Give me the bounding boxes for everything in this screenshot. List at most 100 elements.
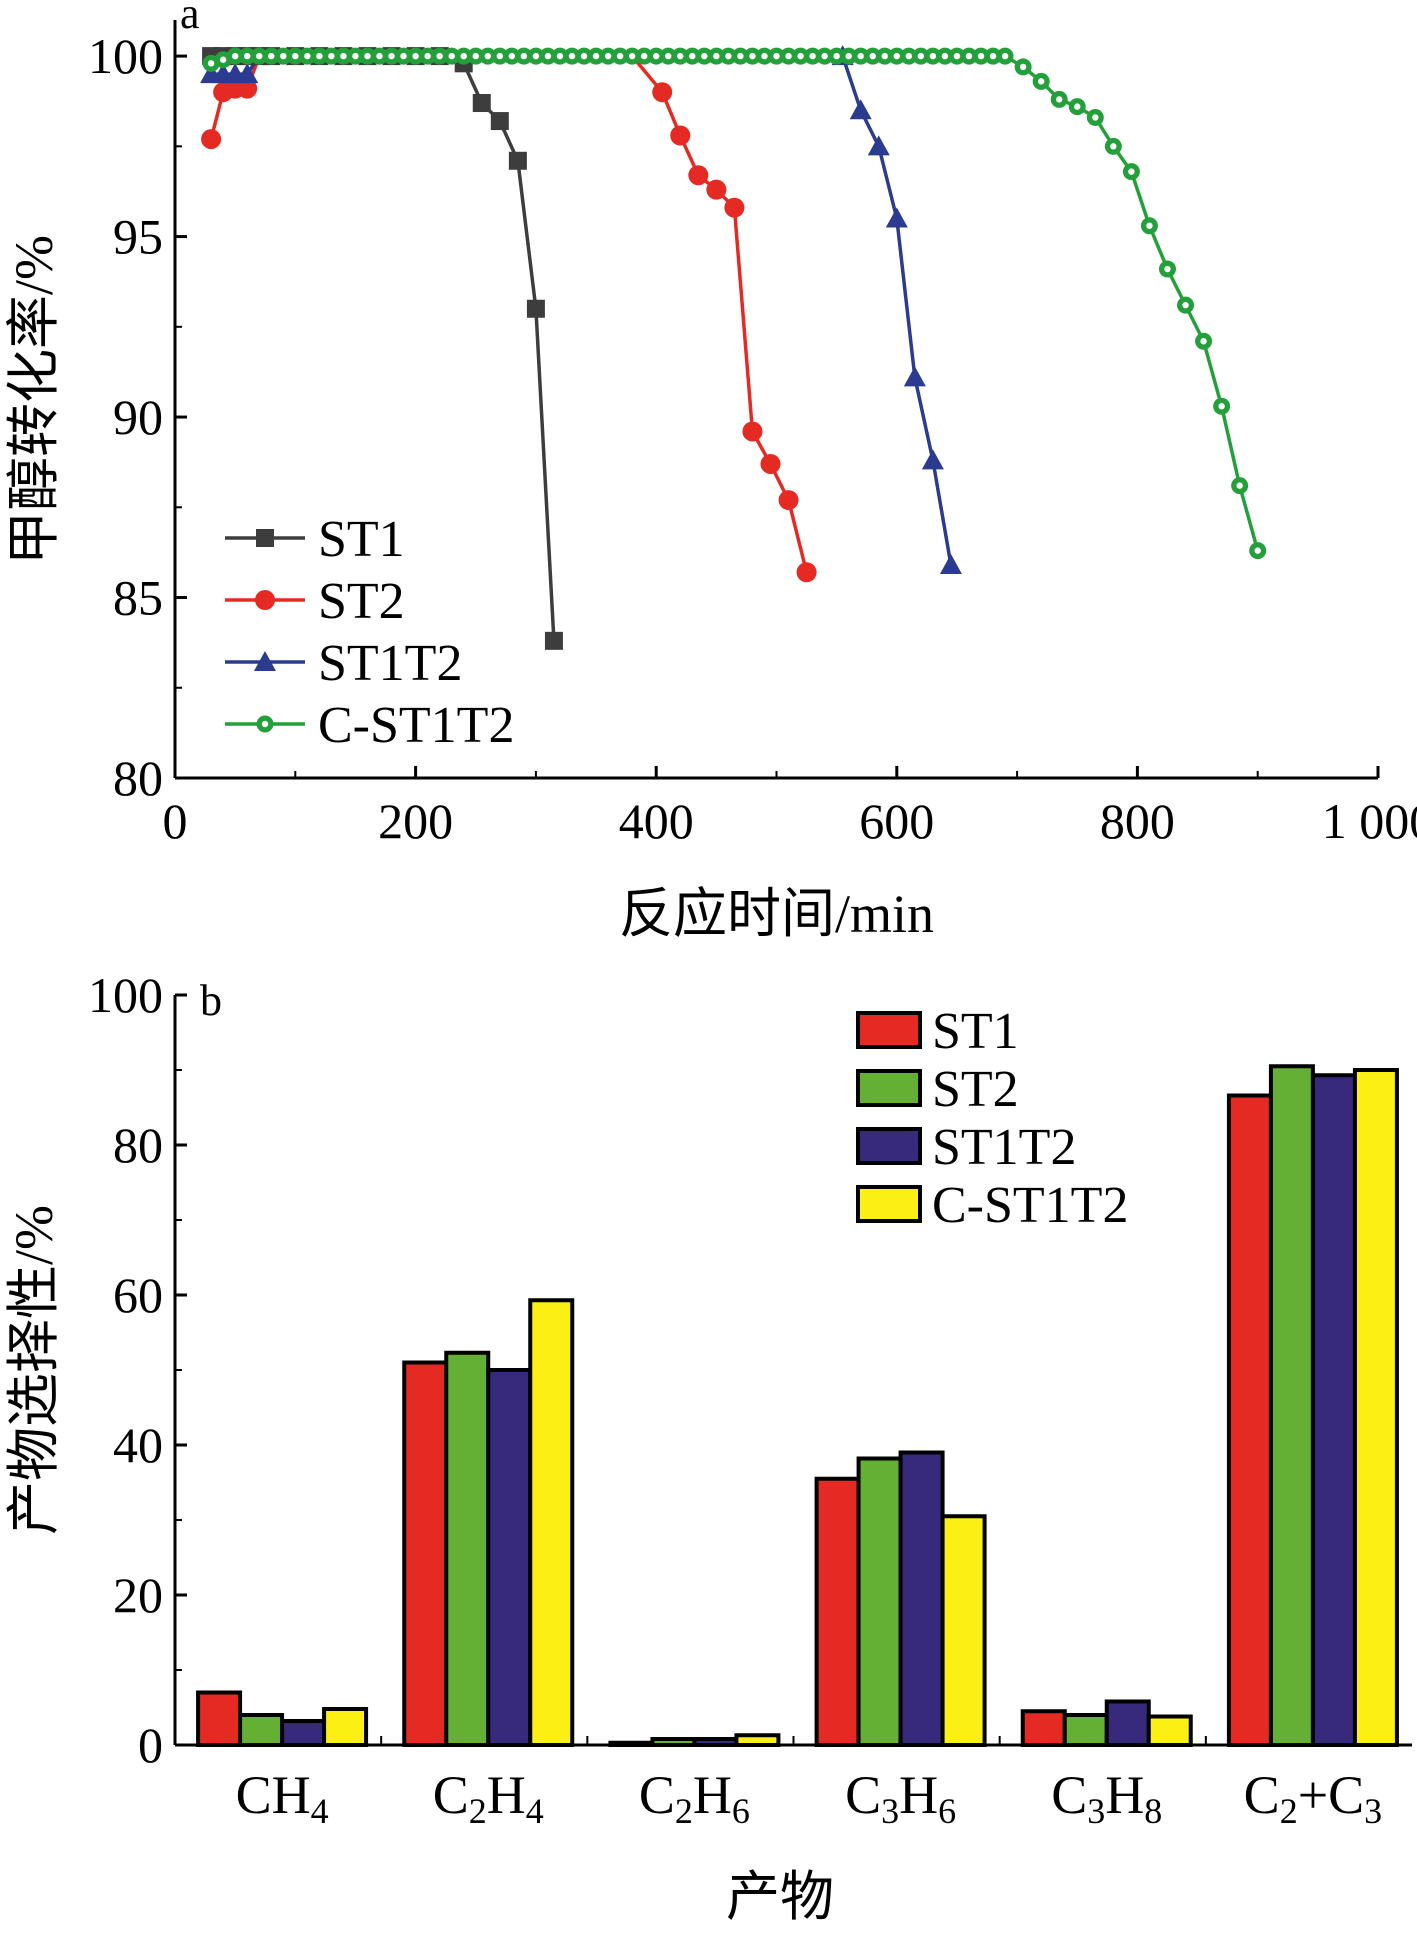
a-point-c-st1t2-inner [1146, 222, 1153, 229]
a-point-c-st1t2 [587, 47, 605, 65]
a-point-c-st1t2 [346, 47, 364, 65]
b-bar [814, 1476, 861, 1747]
a-point-c-st1t2 [984, 47, 1002, 65]
a-point-st1t2 [885, 207, 908, 228]
a-point-c-st1t2-inner [689, 52, 696, 60]
b-legend-entry-st1: ST1 [856, 1003, 1019, 1060]
a-point-c-st1t2-inner [604, 52, 612, 60]
a-point-c-st1t2-inner [1110, 143, 1117, 150]
a-point-c-st1t2 [419, 47, 437, 65]
a-point-st2 [724, 197, 745, 218]
b-x-tick-label-part: 4 [311, 1791, 329, 1831]
a-point-c-st1t2-inner [725, 52, 732, 60]
b-bar [650, 1737, 697, 1747]
a-point-c-st1t2-inner [857, 52, 864, 60]
a-point-st2 [688, 165, 709, 186]
a-point-c-st1t2-inner [1037, 78, 1045, 85]
a-point-c-st1t2 [828, 47, 846, 65]
a-point-c-st1t2-inner [616, 52, 624, 60]
b-bar [1062, 1713, 1109, 1747]
a-point-c-st1t2-inner [677, 52, 684, 60]
b-x-tick-label: C2H4 [433, 1765, 544, 1831]
a-point-c-st1t2 [912, 47, 930, 65]
a-point-c-st1t2-inner [761, 52, 768, 60]
a-point-c-st1t2-inner [231, 52, 239, 60]
a-point-st1 [490, 112, 509, 131]
a-point-c-st1t2 [623, 47, 641, 65]
b-x-tick-label-part: CH [236, 1765, 311, 1825]
a-point-c-st1t2-inner [965, 52, 973, 60]
a-point-c-st1t2-inner [1056, 96, 1063, 103]
b-x-tick-label-part: C [433, 1765, 469, 1825]
a-point-c-st1t2-inner [628, 52, 636, 60]
a-point-c-st1t2-inner [207, 60, 215, 67]
a-point-c-st1t2-inner [400, 52, 407, 60]
a-point-c-st1t2-inner [1182, 301, 1189, 309]
a-point-st1t2 [921, 449, 944, 470]
a-point-c-st1t2 [1104, 137, 1122, 155]
a-point-c-st1t2 [539, 47, 557, 65]
b-bar [692, 1737, 739, 1747]
b-bar [486, 1368, 533, 1747]
b-bar [402, 1360, 449, 1747]
a-point-c-st1t2 [1122, 163, 1140, 181]
a-point-st2 [778, 490, 799, 511]
a-point-st2 [706, 179, 727, 200]
a-point-c-st1t2 [876, 47, 894, 65]
a-point-c-st1t2 [262, 47, 280, 65]
a-point-c-st1t2 [407, 47, 425, 65]
panel-a-line-chart: a 0 200 400 600 800 1 000 80 85 90 95 100 反应时间/min 甲… [4, 0, 1417, 944]
b-bar [196, 1690, 243, 1747]
a-point-c-st1t2 [695, 47, 713, 65]
a-point-c-st1t2-inner [328, 52, 335, 60]
a-point-c-st1t2-inner [1218, 403, 1225, 410]
b-bar [1226, 1093, 1273, 1747]
a-point-c-st1t2-inner [941, 52, 949, 60]
a-point-c-st1t2-inner [243, 52, 251, 60]
b-x-tick-label-part: 3 [1364, 1791, 1382, 1831]
b-bar [898, 1450, 945, 1747]
a-point-c-st1t2 [455, 47, 473, 65]
a-x-tick-label: 400 [619, 793, 694, 849]
a-point-c-st1t2 [467, 47, 485, 65]
a-point-c-st1t2 [527, 47, 545, 65]
a-x-tick-label: 200 [378, 793, 453, 849]
a-point-c-st1t2-inner [316, 52, 323, 60]
b-group [1020, 1699, 1193, 1747]
a-point-c-st1t2-inner [713, 52, 720, 60]
b-legend-label-st2: ST2 [932, 1061, 1019, 1118]
b-y-tick-label: 20 [113, 1567, 163, 1623]
b-y-tick-label: 0 [138, 1717, 163, 1773]
a-point-c-st1t2-inner [977, 52, 985, 60]
b-bar [280, 1719, 327, 1747]
a-point-c-st1t2-inner [1019, 63, 1027, 71]
b-x-tick-label: CH4 [236, 1765, 329, 1831]
b-bar [940, 1514, 987, 1747]
b-y-tick-label: 100 [88, 967, 163, 1023]
b-x-tick-label-part: H [1105, 1765, 1144, 1825]
a-point-c-st1t2-inner [773, 52, 780, 60]
a-point-c-st1t2-inner [1236, 482, 1243, 489]
a-series-st1t2 [200, 45, 962, 575]
a-point-c-st1t2 [503, 47, 521, 65]
a-x-tick-label: 1 000 [1322, 793, 1417, 849]
a-point-c-st1t2-inner [556, 52, 564, 60]
a-point-c-st1t2 [551, 47, 569, 65]
a-point-c-st1t2-inner [989, 52, 997, 60]
a-y-tick-label: 90 [113, 389, 163, 445]
a-point-c-st1t2-inner [905, 52, 913, 60]
a-point-c-st1t2 [900, 47, 918, 65]
a-point-c-st1t2 [1050, 90, 1068, 108]
a-point-c-st1t2-inner [268, 52, 275, 60]
b-legend-entry-c-st1t2: C-ST1T2 [856, 1177, 1128, 1234]
b-group [402, 1298, 575, 1747]
b-x-tick-label-part: H [693, 1765, 732, 1825]
a-series-c-st1t2 [202, 47, 1267, 560]
b-bar [444, 1350, 491, 1747]
a-point-c-st1t2-inner [1128, 168, 1135, 175]
a-point-st2 [652, 82, 673, 103]
a-point-c-st1t2-inner [568, 52, 576, 60]
a-point-st1t2 [903, 366, 926, 387]
